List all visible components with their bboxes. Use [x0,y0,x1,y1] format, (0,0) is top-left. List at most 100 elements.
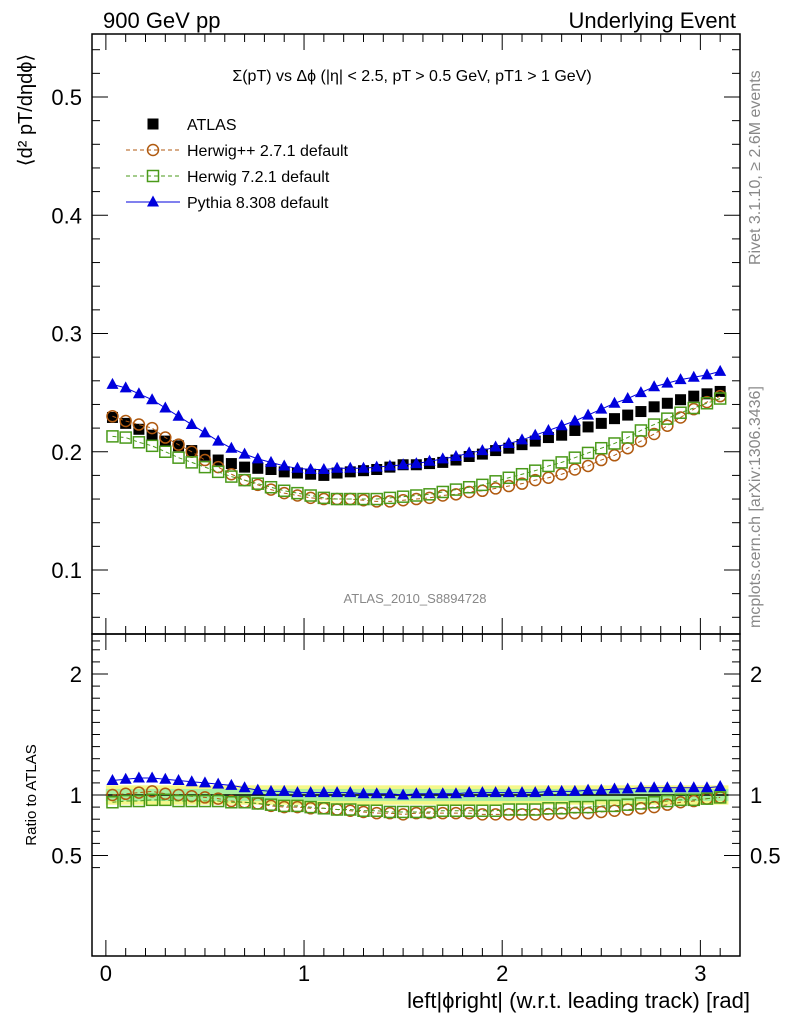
main-point [410,489,423,502]
main-point [687,370,700,382]
main-point [648,401,660,413]
axis-ticks: 0 1 2 3 0.1 0.2 0.3 0.4 0.5 0.5 0.5 1 1 2 2 [51,34,781,986]
ratio-point [648,781,661,793]
ratio-point [700,792,714,805]
ratio-point [489,786,502,798]
legend-marker [146,143,160,157]
ratio-point [225,796,238,809]
main-point [305,468,317,480]
ratio-point [198,776,211,788]
main-point [595,441,608,455]
main-point [344,461,357,473]
main-point [582,421,594,433]
legend-label: Herwig++ 2.7.1 default [187,143,349,160]
main-point [515,477,529,490]
main-point [199,449,211,461]
ratio-point [145,793,159,807]
main-point [278,459,291,471]
y-tick-label-ratio: 0.5 [51,844,82,869]
main-point [185,456,198,469]
main-point [132,436,146,449]
main-point [648,380,661,392]
main-point [555,456,568,469]
main-point [462,480,476,494]
main-point [714,364,727,376]
ratio-point [106,788,119,802]
main-point [503,442,515,454]
main-point [410,457,423,469]
main-point [211,465,225,479]
ratio-point [476,786,489,798]
main-point [476,444,489,456]
ratio-point [357,804,370,817]
main-point [502,479,516,493]
main-point [423,454,436,466]
ratio-point [621,798,634,811]
ratio-point [542,802,555,815]
ratio-point [528,803,542,816]
main-point [277,484,291,498]
main-point [621,392,634,404]
main-point [397,458,410,470]
main-point [647,418,661,431]
ratio-point [714,780,727,792]
ratio-point [634,781,647,793]
ratio-point [357,787,370,799]
ratio-point [700,781,713,793]
ratio-point [304,800,317,814]
main-point [609,413,621,425]
ratio-point [172,794,185,808]
ratio-point [211,794,225,808]
legend-label: ATLAS [187,117,237,134]
main-point [265,463,277,475]
main-point [449,449,462,461]
main-point [529,428,542,440]
ratio-point [713,791,727,804]
main-series-filled-triangle [106,364,727,474]
ratio-point [159,793,172,807]
main-point [278,466,290,478]
main-point [515,467,529,481]
main-point [225,470,238,483]
ratio-point [423,805,436,819]
ratio-point [331,786,344,798]
main-point [569,424,581,436]
ratio-point [449,787,462,799]
main-point [331,461,344,473]
main-series-open-square [106,392,727,506]
y-axis-label-ratio: Ratio to ATLAS [23,744,40,845]
main-point [238,447,251,459]
y-tick-label-main: 0.5 [51,85,82,110]
main-point [291,461,304,473]
main-point [172,438,185,451]
main-point [383,491,397,505]
main-point [264,480,278,494]
x-tick-label: 1 [298,961,310,986]
main-point [106,410,119,423]
main-point [635,406,647,418]
x-tick-label: 3 [694,961,706,986]
ratio-point [132,794,146,808]
ratio-point [542,784,555,796]
ratio-panel-frame [91,633,741,957]
ratio-point [370,804,383,817]
ratio-point [529,786,542,798]
main-point [133,423,145,435]
main-point [119,414,132,428]
main-point [595,417,607,429]
main-point [581,446,595,460]
main-point [238,473,251,487]
y-tick-label-main: 0.1 [51,558,82,583]
main-point [383,459,396,471]
ratio-point [119,772,132,784]
main-point [489,475,502,488]
ratio-point [238,796,251,809]
main-point [291,467,303,479]
main-point [595,402,608,414]
main-point [449,483,463,496]
ratio-point [344,786,357,798]
ratio-point [225,778,238,790]
ratio-point [383,805,397,819]
ratio-point [251,783,264,795]
